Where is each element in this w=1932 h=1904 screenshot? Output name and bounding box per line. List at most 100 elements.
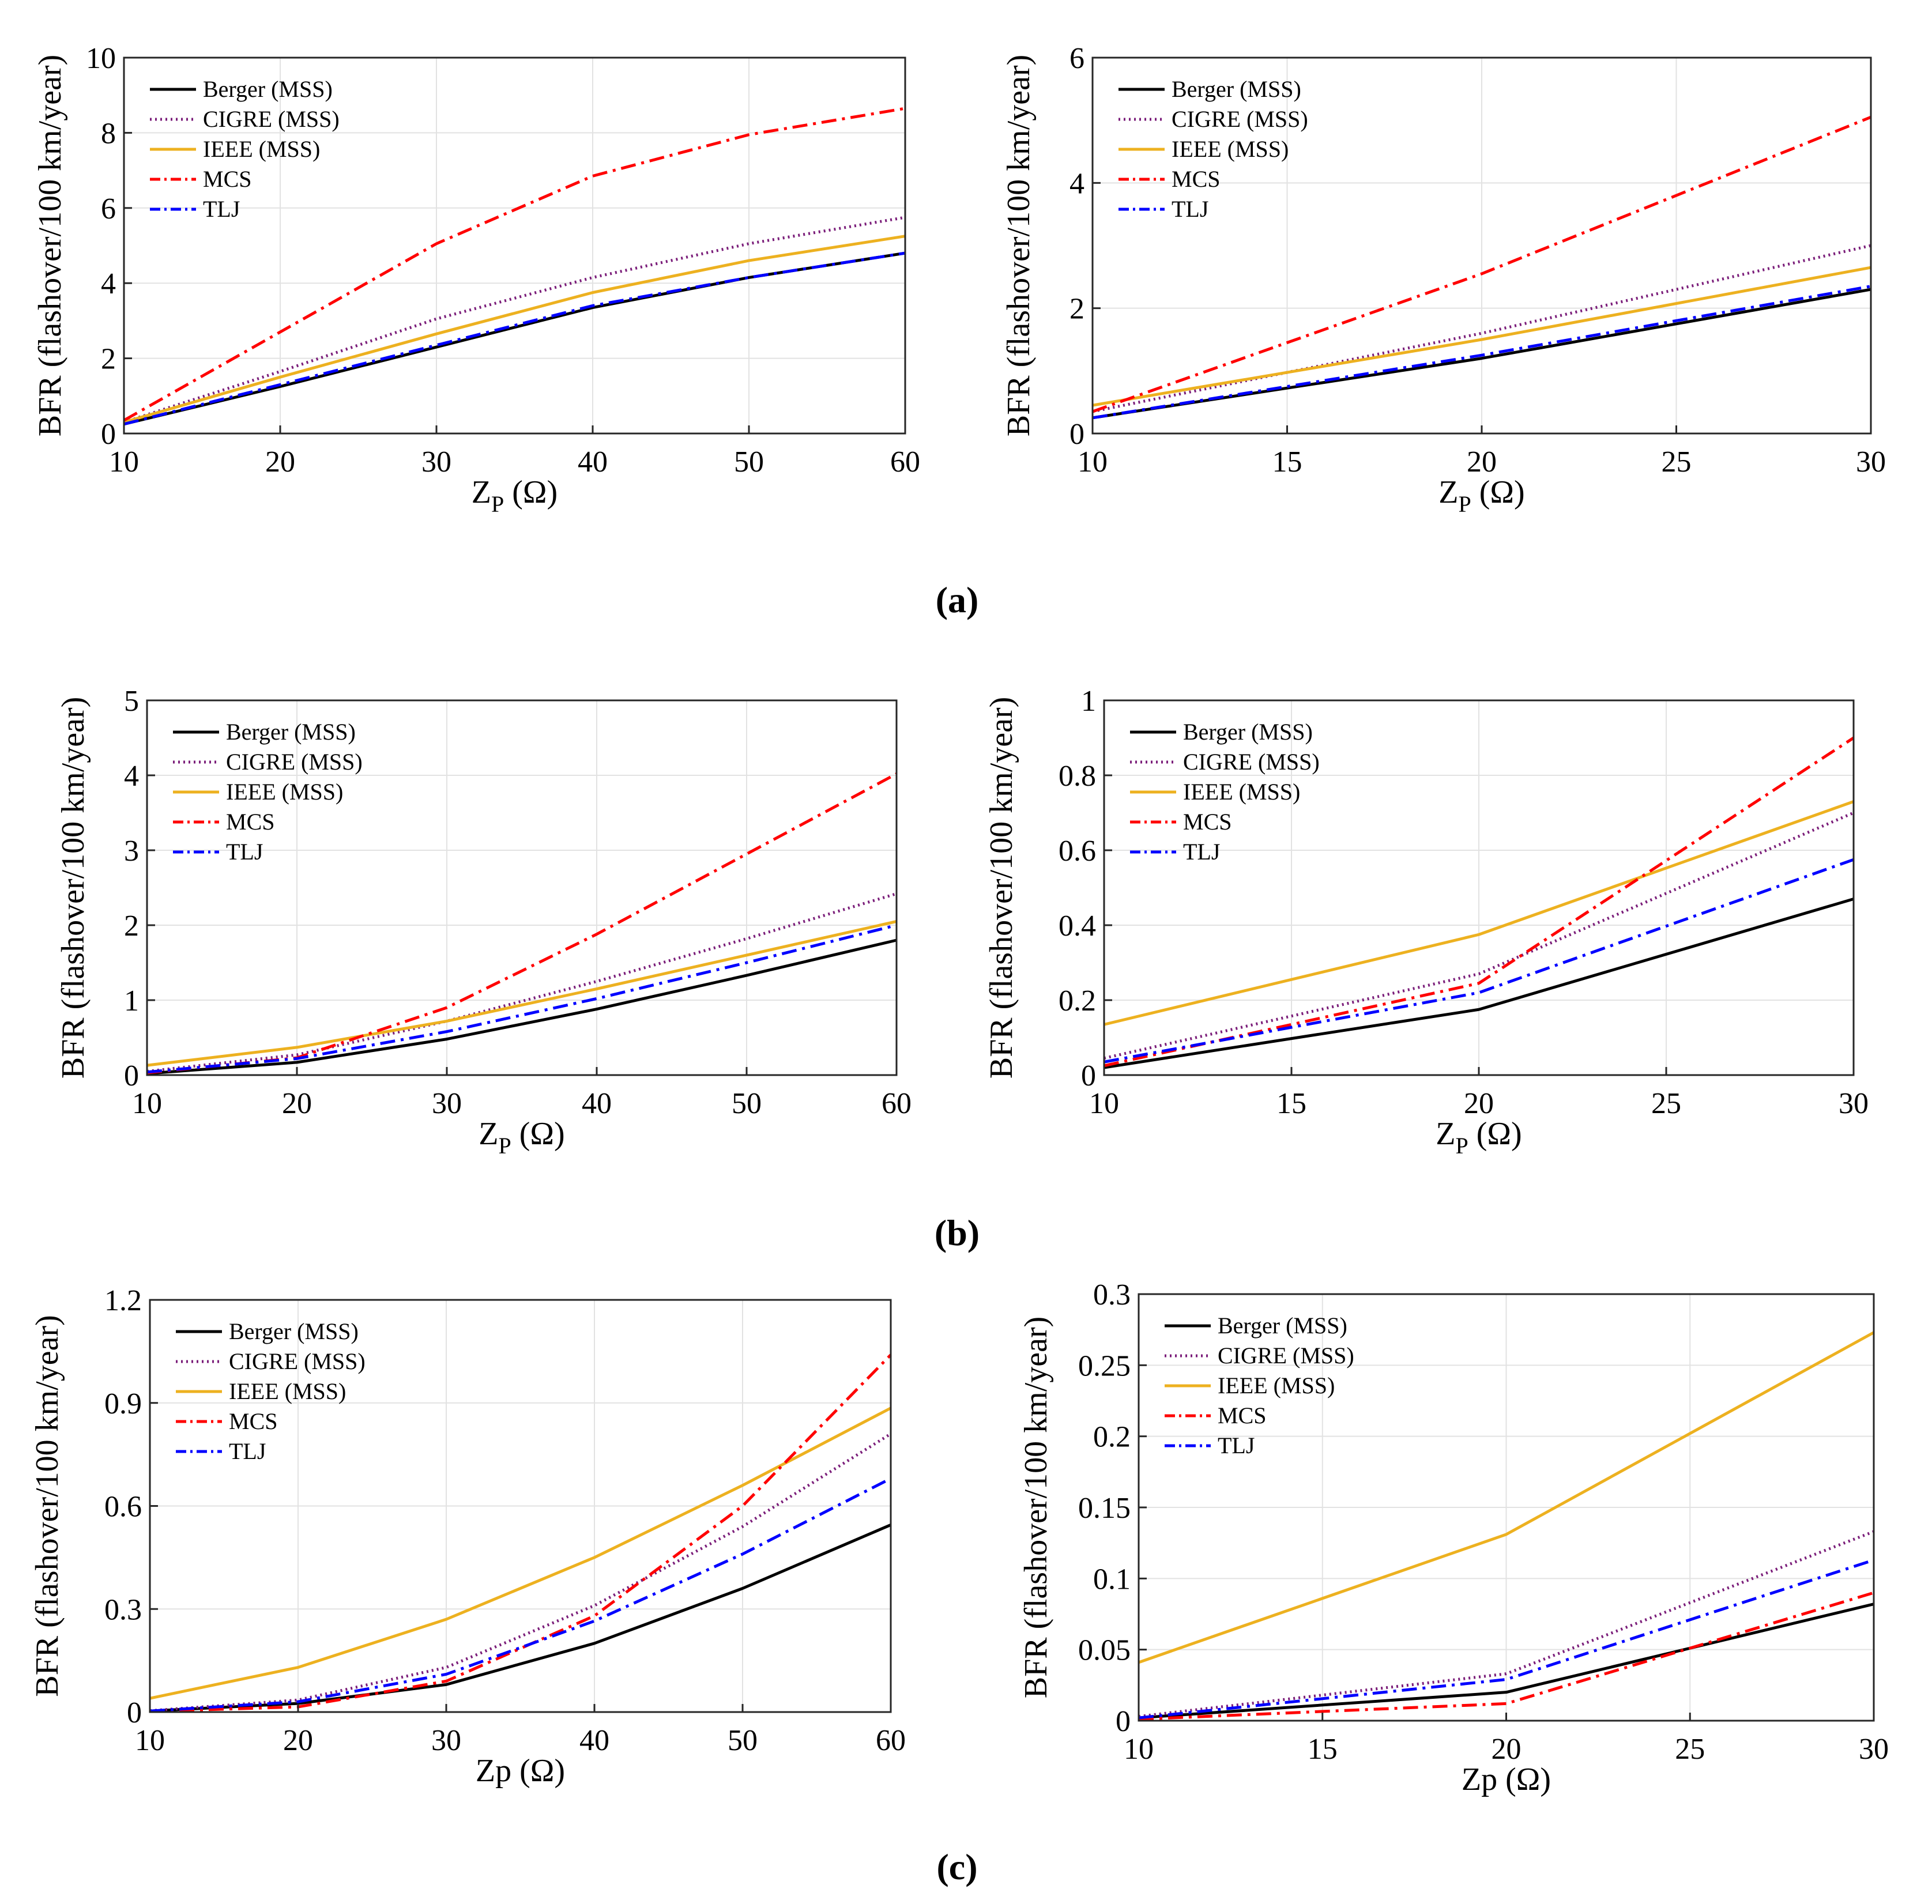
- y-tick-label: 0: [1116, 1705, 1131, 1738]
- legend-entry: IEEE (MSS): [226, 779, 343, 805]
- x-tick-label: 15: [1308, 1733, 1338, 1766]
- legend: Berger (MSS) CIGRE (MSS) IEEE (MSS) MCS TLJ: [173, 719, 363, 865]
- y-axis-label: BFR (flashover/100 km/year): [1018, 1317, 1054, 1699]
- legend-entry: TLJ: [226, 839, 263, 865]
- y-tick-label: 0.2: [1059, 985, 1096, 1017]
- y-axis-label: BFR (flashover/100 km/year): [55, 697, 91, 1079]
- y-tick-label: 1.2: [104, 1284, 142, 1317]
- legend-entry: MCS: [1172, 166, 1221, 192]
- y-tick-label: 0.3: [1093, 1279, 1131, 1311]
- legend-entry: MCS: [203, 166, 252, 192]
- legend-entry: MCS: [226, 809, 275, 835]
- y-tick-label: 3: [124, 835, 139, 868]
- legend-entry: IEEE (MSS): [1218, 1373, 1335, 1398]
- x-tick-label: 30: [1839, 1087, 1869, 1120]
- y-tick-label: 0.4: [1059, 910, 1096, 942]
- y-tick-label: 0.6: [1059, 835, 1096, 868]
- series-line-tlj: [123, 251, 906, 426]
- legend-entry: TLJ: [1218, 1432, 1255, 1458]
- series-line-tlj: [1138, 1558, 1874, 1720]
- panel-label-b: (b): [935, 1212, 980, 1253]
- legend-entry: IEEE (MSS): [229, 1378, 346, 1404]
- chart-4: 10 15 20 25 30 0 0.2 0.4 0.6 0.8 1 ZP (Ω) BFR (flash…: [984, 685, 1869, 1159]
- y-tick-label: 0.9: [104, 1388, 142, 1420]
- y-tick-label: 10: [86, 42, 116, 75]
- x-axis-label: ZP (Ω): [472, 474, 558, 517]
- y-tick-label: 8: [101, 117, 116, 150]
- axes-frame: [146, 699, 898, 1076]
- series-line-ieee-mss: [1104, 800, 1854, 1026]
- x-tick-label: 30: [421, 446, 451, 478]
- x-tick-label: 20: [282, 1087, 312, 1120]
- series-line-tlj: [1092, 285, 1871, 420]
- y-axis-label: BFR (flashover/100 km/year): [29, 1315, 65, 1697]
- legend-entry: CIGRE (MSS): [1172, 106, 1308, 132]
- legend-entry: Berger (MSS): [226, 719, 356, 745]
- legend-entry: CIGRE (MSS): [1183, 749, 1320, 775]
- legend-entry: CIGRE (MSS): [1218, 1343, 1354, 1368]
- legend-entry: MCS: [1218, 1402, 1267, 1428]
- x-tick-label: 30: [1859, 1733, 1889, 1766]
- series-line-cigre-mss: [146, 892, 897, 1073]
- x-tick-label: 20: [1464, 1087, 1494, 1120]
- series-line-cigre-mss: [123, 216, 906, 424]
- chart-6: 10 15 20 25 30 0 0.05 0.1 0.15 0.2 0.25 0.3 Zp (Ω) BF…: [1018, 1279, 1889, 1797]
- series-line-ieee-mss: [123, 235, 906, 424]
- x-tick-label: 10: [135, 1724, 165, 1757]
- series-line-ieee-mss: [1138, 1331, 1875, 1664]
- x-tick-label: 15: [1272, 446, 1302, 478]
- series-line-tlj: [146, 923, 897, 1074]
- legend: Berger (MSS) CIGRE (MSS) IEEE (MSS) MCS TLJ: [1165, 1313, 1354, 1458]
- x-tick-label: 30: [431, 1724, 461, 1757]
- y-axis-label: BFR (flashover/100 km/year): [1001, 55, 1037, 437]
- y-tick-label: 0.2: [1093, 1421, 1131, 1454]
- y-tick-label: 1: [1081, 685, 1096, 718]
- legend: Berger (MSS) CIGRE (MSS) IEEE (MSS) MCS TLJ: [1130, 719, 1320, 865]
- series-line-tlj: [1104, 858, 1854, 1064]
- x-tick-label: 50: [728, 1724, 758, 1757]
- y-tick-label: 6: [101, 193, 116, 225]
- x-tick-label: 60: [882, 1087, 912, 1120]
- legend-entry: IEEE (MSS): [1183, 779, 1300, 805]
- series-line-mcs: [149, 1353, 892, 1713]
- x-tick-label: 30: [432, 1087, 462, 1120]
- y-tick-label: 0: [101, 418, 116, 451]
- x-tick-label: 40: [578, 446, 608, 478]
- y-tick-label: 6: [1069, 42, 1084, 75]
- x-axis-label: ZP (Ω): [1436, 1116, 1522, 1159]
- y-tick-label: 2: [1069, 293, 1084, 326]
- x-tick-label: 10: [1078, 446, 1108, 478]
- y-tick-label: 0.15: [1078, 1492, 1131, 1525]
- chart-5: 10 20 30 40 50 60 0 0.3 0.6 0.9 1.2 Zp (Ω) BFR (flas…: [29, 1284, 906, 1789]
- x-tick-label: 25: [1675, 1733, 1705, 1766]
- x-tick-label: 60: [890, 446, 920, 478]
- legend-entry: Berger (MSS): [203, 76, 333, 102]
- y-tick-label: 0.05: [1078, 1634, 1131, 1667]
- x-tick-label: 60: [876, 1724, 906, 1757]
- x-tick-label: 10: [1089, 1087, 1119, 1120]
- series-line-ieee-mss: [1092, 266, 1871, 407]
- legend-entry: CIGRE (MSS): [203, 106, 340, 132]
- legend: Berger (MSS) CIGRE (MSS) IEEE (MSS) MCS TLJ: [150, 76, 340, 222]
- legend-entry: TLJ: [1172, 196, 1208, 222]
- x-tick-label: 30: [1856, 446, 1886, 478]
- x-tick-label: 25: [1662, 446, 1692, 478]
- legend-entry: Berger (MSS): [1183, 719, 1313, 745]
- series-line-mcs: [1092, 115, 1871, 413]
- legend-entry: TLJ: [229, 1438, 266, 1464]
- x-axis-label: Zp (Ω): [1462, 1762, 1551, 1797]
- y-tick-label: 2: [101, 343, 116, 376]
- series-line-ieee-mss: [146, 920, 897, 1067]
- legend: Berger (MSS) CIGRE (MSS) IEEE (MSS) MCS TLJ: [176, 1318, 366, 1464]
- legend-entry: Berger (MSS): [229, 1318, 359, 1344]
- series-line-mcs: [1138, 1591, 1874, 1721]
- y-tick-label: 0: [124, 1060, 139, 1092]
- x-tick-label: 20: [265, 446, 295, 478]
- x-axis-label: ZP (Ω): [1438, 474, 1524, 517]
- chart-1: 10 20 30 40 50 60 0 2 4 6 8 10 ZP (Ω) BFR (flashover/…: [32, 42, 920, 517]
- x-tick-label: 20: [1467, 446, 1497, 478]
- series-line-tlj: [149, 1477, 892, 1713]
- y-tick-label: 0.3: [104, 1593, 142, 1626]
- y-tick-label: 5: [124, 685, 139, 718]
